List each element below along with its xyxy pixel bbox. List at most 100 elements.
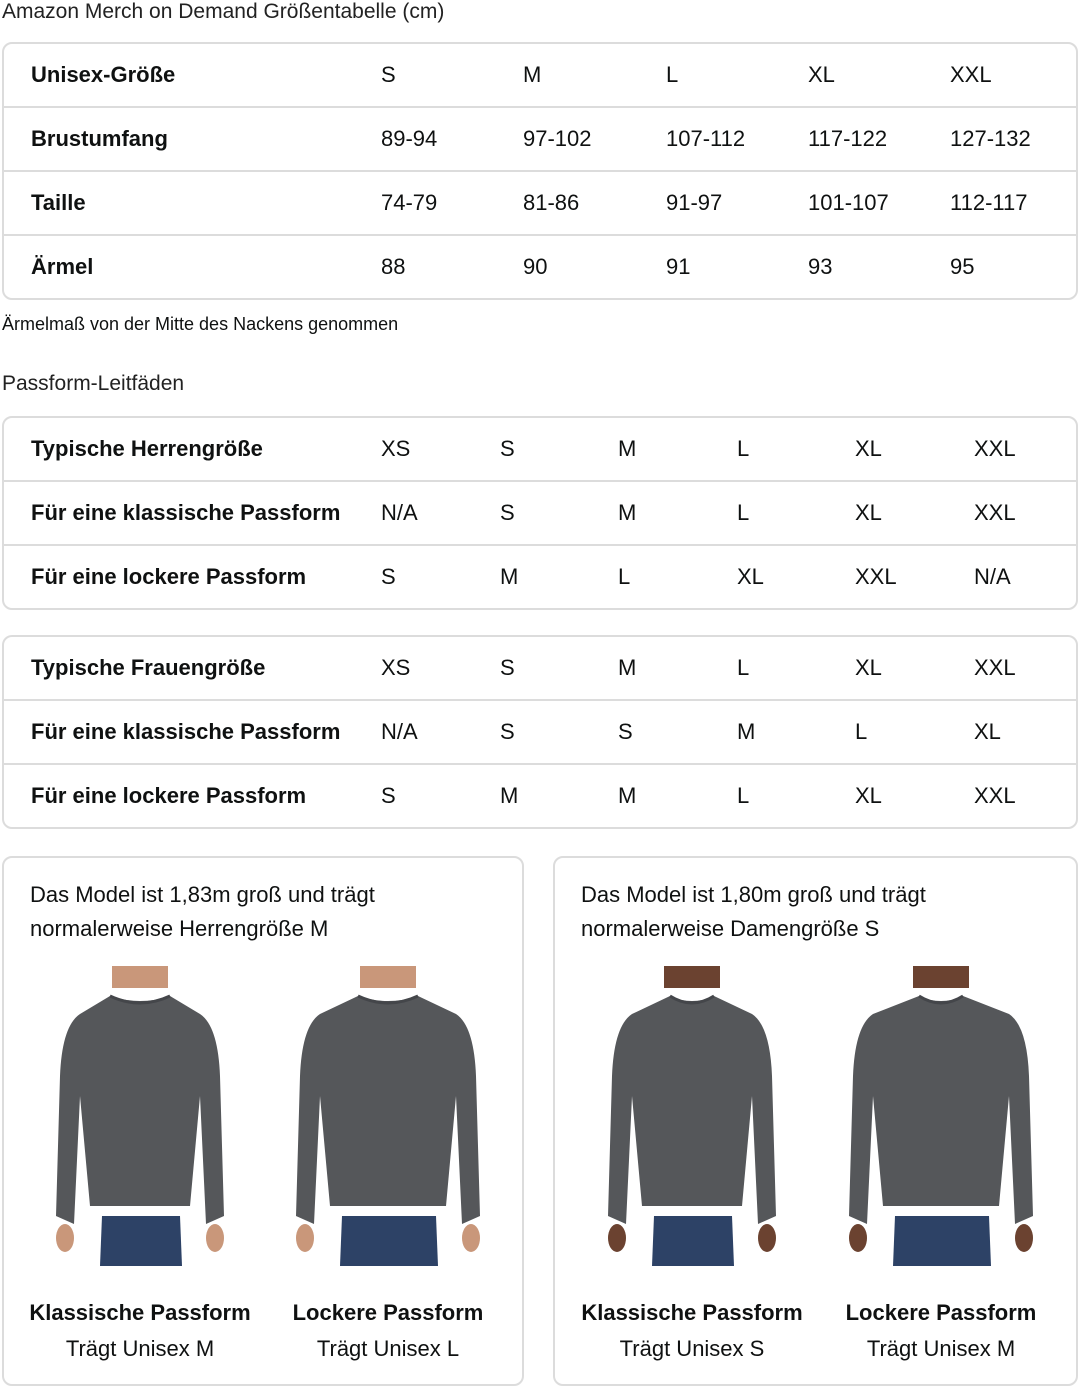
model-photo xyxy=(56,966,224,1266)
row-label: Typische Herrengröße xyxy=(31,436,263,461)
table-cell: XXL xyxy=(974,500,1016,525)
men-fit-table: Typische Herrengröße XS S M L XL XXL Für eine k… xyxy=(2,416,1078,610)
sleeve-note: Ärmelmaß von der Mitte des Nackens genom… xyxy=(2,314,399,334)
table-cell: L xyxy=(737,783,750,808)
table-row: Taille 74-79 81-86 91-97 101-107 112-117 xyxy=(4,170,1076,234)
table-cell: S xyxy=(381,783,396,808)
wears-size-label: Trägt Unisex M xyxy=(866,1336,1016,1361)
table-cell: 101-107 xyxy=(808,190,889,215)
table-cell: L xyxy=(666,62,679,87)
table-row: Für eine klassische Passform N/A S S M L XL xyxy=(4,699,1076,763)
hand xyxy=(56,1224,74,1252)
long-sleeve-shirt xyxy=(849,996,1033,1224)
table-cell: 97-102 xyxy=(523,126,592,151)
row-label: Für eine lockere Passform xyxy=(31,564,307,589)
table-cell: M xyxy=(500,783,519,808)
model-image xyxy=(40,966,240,1280)
table-row: Für eine lockere Passform S M M L XL XXL xyxy=(4,763,1076,827)
table-cell: N/A xyxy=(974,564,1011,589)
table-cell: N/A xyxy=(381,719,418,744)
table-cell: XL xyxy=(855,500,882,525)
women-fit-table: Typische Frauengröße XS S M L XL XXL Für eine k… xyxy=(2,635,1078,829)
wears-size-label: Trägt Unisex M xyxy=(65,1336,215,1361)
table-row: Brustumfang 89-94 97-102 107-112 117-122 127-… xyxy=(4,106,1076,170)
table-cell: 89-94 xyxy=(381,126,438,151)
table-cell: XXL xyxy=(974,436,1016,461)
table-cell: M xyxy=(500,564,519,589)
table-cell: 91-97 xyxy=(666,190,723,215)
neck xyxy=(664,966,720,988)
table-cell: S xyxy=(381,62,396,87)
long-sleeve-shirt xyxy=(296,996,480,1224)
row-label: Ärmel xyxy=(31,254,94,279)
row-label: Unisex-Größe xyxy=(31,62,176,87)
neck xyxy=(913,966,969,988)
table-cell: XL xyxy=(974,719,1001,744)
neck xyxy=(112,966,168,988)
model-photo xyxy=(849,966,1033,1266)
table-cell: M xyxy=(618,655,637,680)
fit-label: Lockere Passform xyxy=(292,1300,484,1325)
model-caption: Das Model ist 1,83m groß und trägt norma… xyxy=(30,882,375,941)
model-caption: Das Model ist 1,80m groß und trägt norma… xyxy=(581,882,926,941)
row-label: Für eine lockere Passform xyxy=(31,783,307,808)
table-cell: 74-79 xyxy=(381,190,438,215)
table-cell: M xyxy=(618,436,637,461)
hand xyxy=(758,1224,776,1252)
table-cell: M xyxy=(737,719,756,744)
table-cell: XL xyxy=(737,564,764,589)
jeans xyxy=(100,1216,182,1266)
jeans xyxy=(652,1216,734,1266)
fit-label: Klassische Passform xyxy=(29,1300,251,1325)
long-sleeve-shirt xyxy=(608,996,776,1224)
jeans xyxy=(340,1216,438,1266)
table-cell: 93 xyxy=(808,254,833,279)
table-row: Typische Herrengröße XS S M L XL XXL xyxy=(4,418,1076,480)
table-cell: S xyxy=(500,719,515,744)
table-row: Für eine klassische Passform N/A S M L XL XXL xyxy=(4,480,1076,544)
table-cell: L xyxy=(737,655,750,680)
table-cell: XL xyxy=(855,655,882,680)
model-photo xyxy=(296,966,480,1266)
table-row: Unisex-Größe S M L XL XXL xyxy=(4,44,1076,106)
model-photo xyxy=(608,966,776,1266)
table-cell: S xyxy=(500,655,515,680)
hand xyxy=(296,1224,314,1252)
table-cell: XL xyxy=(808,62,835,87)
table-cell: XXL xyxy=(950,62,992,87)
table-cell: S xyxy=(381,564,396,589)
table-cell: XXL xyxy=(974,783,1016,808)
table-cell: 88 xyxy=(381,254,406,279)
hand xyxy=(462,1224,480,1252)
table-cell: L xyxy=(618,564,631,589)
fit-label: Klassische Passform xyxy=(581,1300,803,1325)
long-sleeve-shirt xyxy=(56,996,224,1224)
neck xyxy=(360,966,416,988)
table-cell: L xyxy=(855,719,868,744)
wears-size-label: Trägt Unisex S xyxy=(619,1336,765,1361)
table-cell: L xyxy=(737,436,750,461)
table-cell: 81-86 xyxy=(523,190,580,215)
table-cell: 117-122 xyxy=(808,126,888,151)
row-label: Taille xyxy=(31,190,86,215)
table-cell: 90 xyxy=(523,254,548,279)
table-cell: 91 xyxy=(666,254,691,279)
table-cell: XXL xyxy=(974,655,1016,680)
model-card-women: Das Model ist 1,80m groß und trägt norma… xyxy=(553,856,1078,1386)
table-cell: XS xyxy=(381,436,411,461)
jeans xyxy=(893,1216,991,1266)
table-cell: M xyxy=(618,783,637,808)
table-cell: M xyxy=(523,62,542,87)
model-image xyxy=(288,966,488,1280)
row-label: Brustumfang xyxy=(31,126,168,151)
table-cell: S xyxy=(500,436,515,461)
table-row: Typische Frauengröße XS S M L XL XXL xyxy=(4,637,1076,699)
table-cell: XXL xyxy=(855,564,897,589)
hand xyxy=(1015,1224,1033,1252)
table-cell: 127-132 xyxy=(950,126,1031,151)
fit-guide-heading: Passform-Leitfäden xyxy=(2,372,185,395)
table-cell: 95 xyxy=(950,254,975,279)
table-cell: 112-117 xyxy=(950,190,1028,215)
hand xyxy=(206,1224,224,1252)
fit-label: Lockere Passform xyxy=(845,1300,1037,1325)
